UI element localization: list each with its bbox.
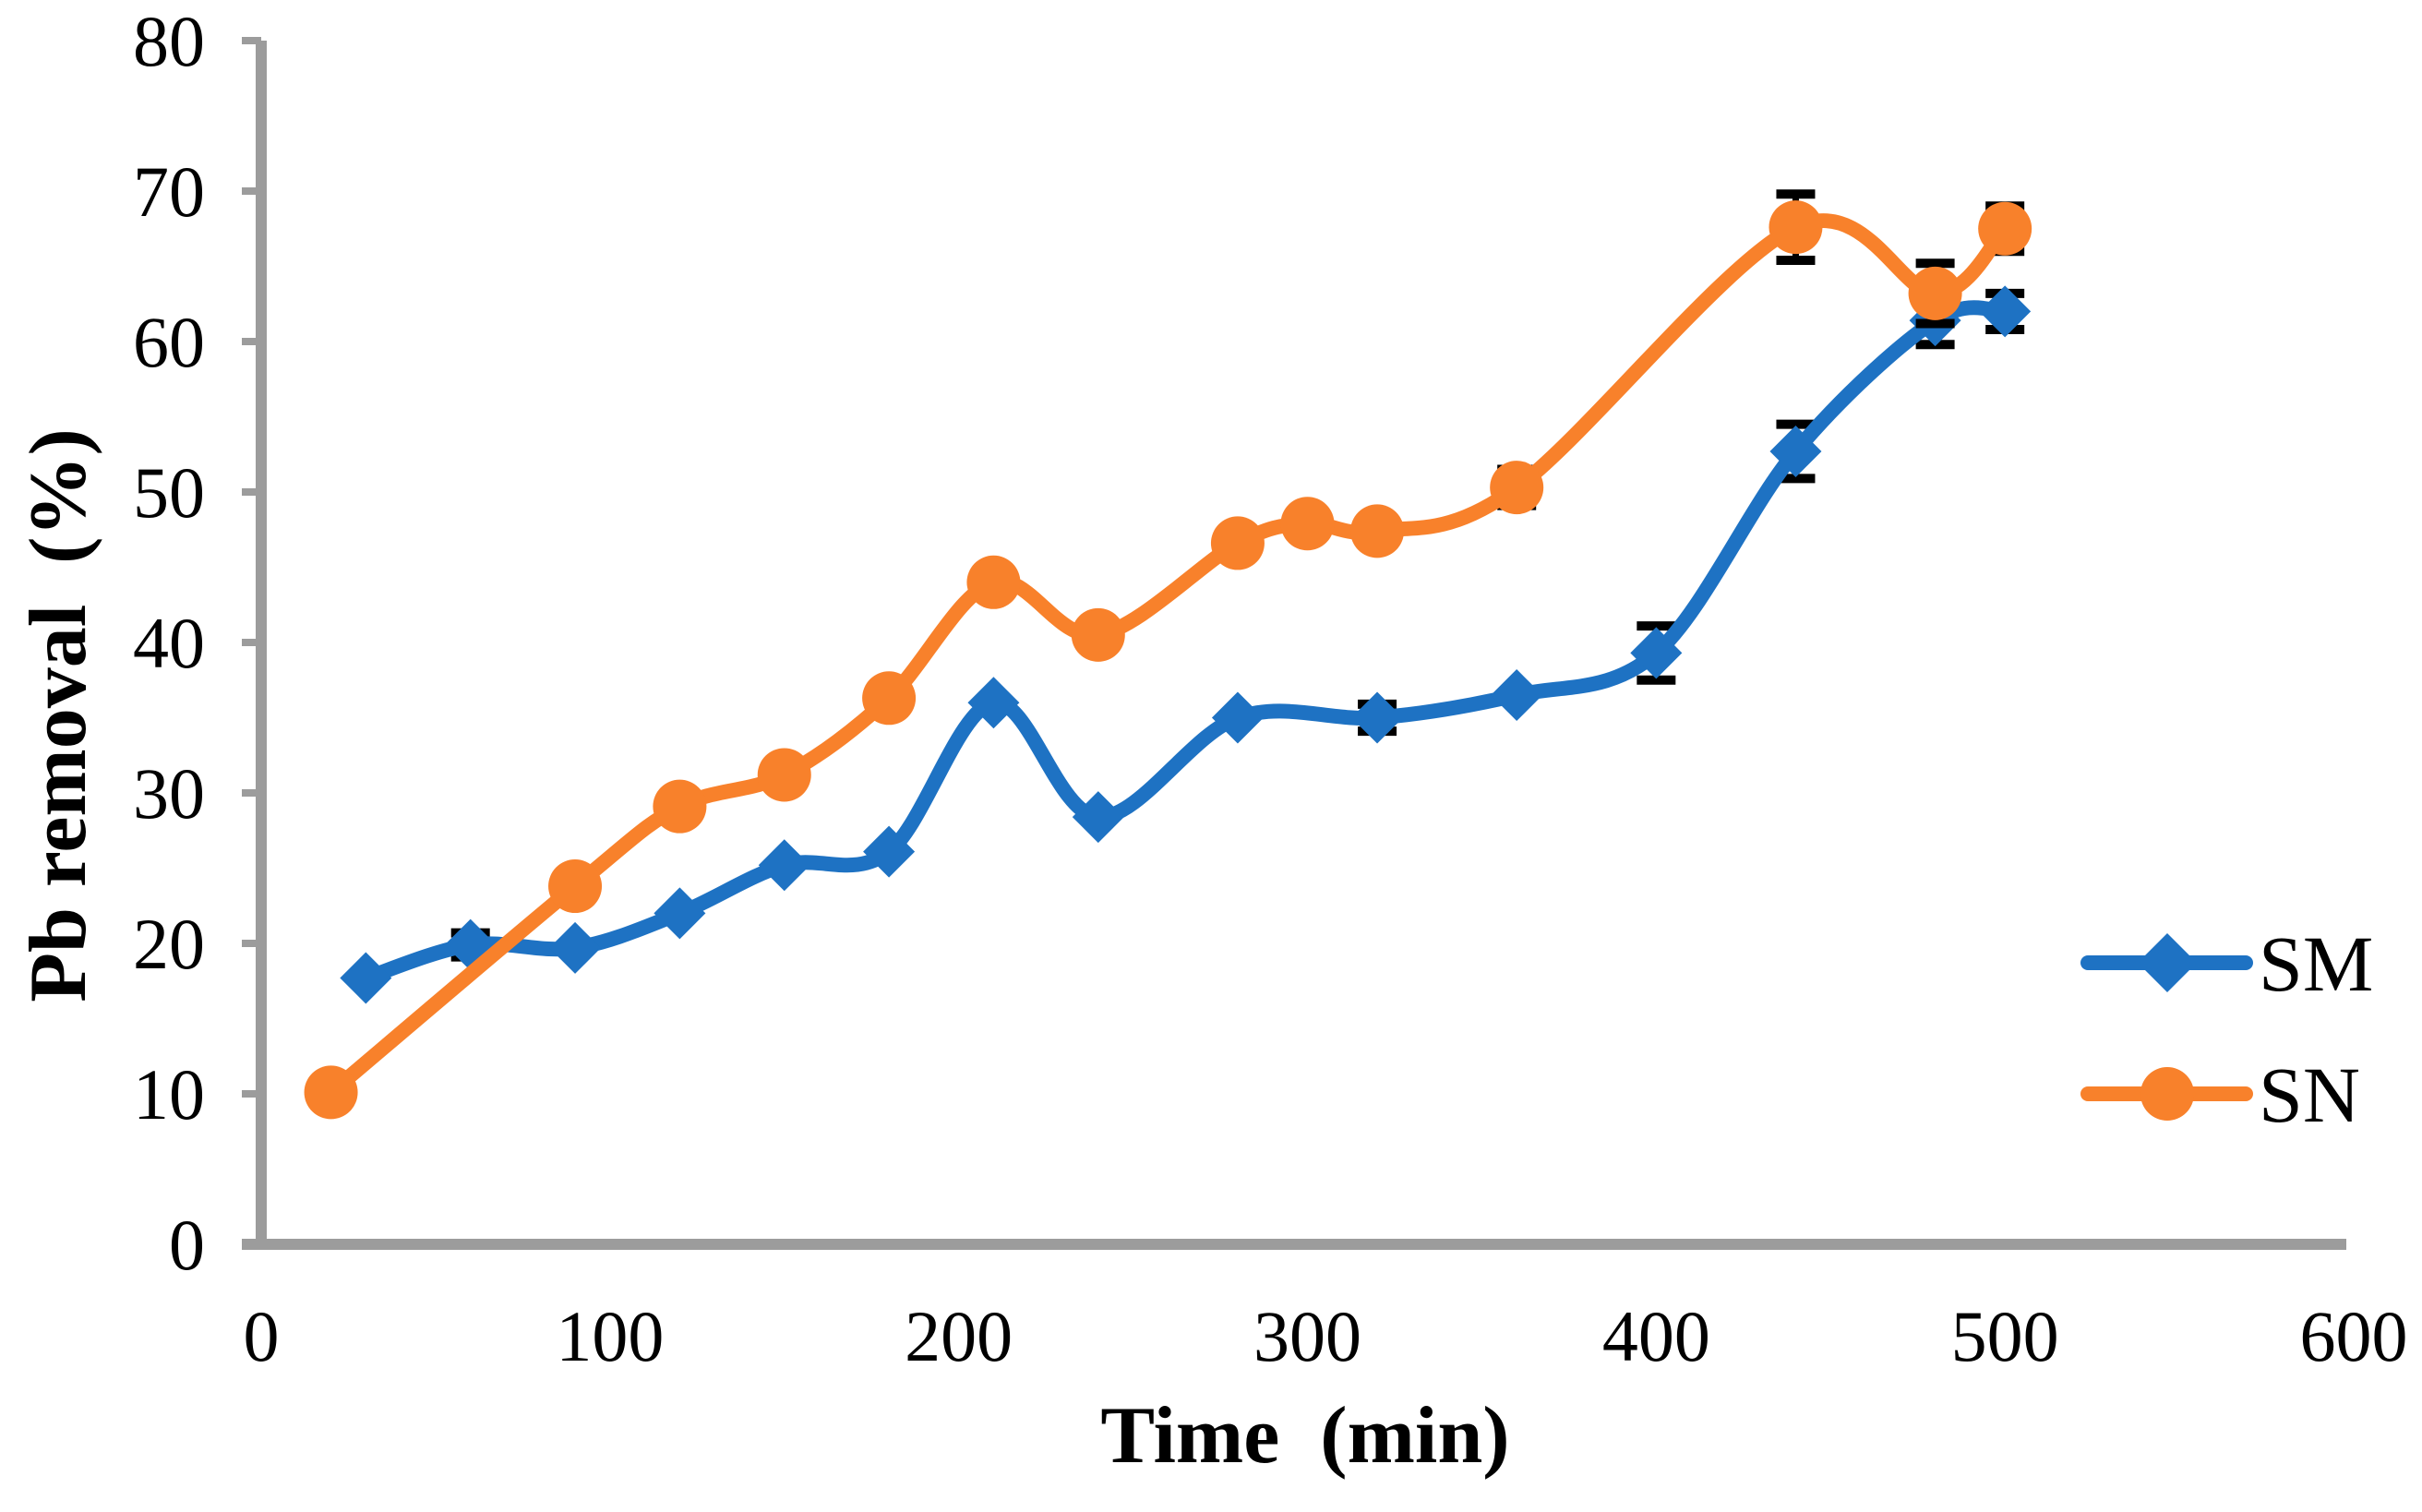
sm-marker-diamond <box>1769 425 1822 477</box>
sn-marker-circle <box>1908 266 1962 320</box>
legend-sm-diamond-icon <box>2138 933 2197 992</box>
sm-marker-diamond <box>1630 627 1683 679</box>
sn-marker-circle <box>966 555 1021 609</box>
sn-marker-circle <box>1490 461 1544 515</box>
sm-marker-diamond <box>863 825 916 878</box>
sm-marker-diamond <box>340 952 392 1004</box>
legend: SM SN <box>2080 919 2373 1139</box>
y-tick-label: 30 <box>133 753 205 834</box>
x-tick-label: 500 <box>1951 1296 2059 1376</box>
legend-entry-sn: SN <box>2080 1050 2360 1139</box>
y-tick-label: 40 <box>133 603 205 683</box>
legend-sn-circle-icon <box>2140 1067 2194 1121</box>
y-tick-label: 10 <box>133 1054 205 1134</box>
sn-marker-circle <box>653 779 707 834</box>
sn-marker-circle <box>757 748 811 802</box>
series-plot-area <box>304 189 2032 1120</box>
y-tick-label: 70 <box>133 151 205 232</box>
sn-marker-circle <box>1978 201 2032 256</box>
x-tick-label: 100 <box>556 1296 664 1376</box>
legend-entry-sm: SM <box>2080 919 2373 1008</box>
y-tick-label: 20 <box>133 904 205 984</box>
sn-marker-circle <box>1769 200 1823 255</box>
y-tick-label: 50 <box>133 452 205 533</box>
sm-marker-diamond <box>967 677 1020 729</box>
sn-marker-circle <box>1071 607 1125 662</box>
x-tick-label: 600 <box>2300 1296 2408 1376</box>
sm-series <box>340 285 2032 1004</box>
sm-marker-diamond <box>1072 791 1124 844</box>
y-tick-label: 60 <box>133 302 205 382</box>
sm-marker-diamond <box>1491 669 1543 722</box>
sm-marker-diamond <box>549 921 602 974</box>
x-tick-label: 400 <box>1602 1296 1710 1376</box>
legend-label-sm: SM <box>2259 919 2373 1008</box>
sm-series-line <box>358 300 2013 986</box>
sm-marker-diamond <box>653 887 706 940</box>
sm-marker-diamond <box>1979 285 2032 338</box>
axes <box>242 37 2346 1250</box>
x-tick-label: 300 <box>1253 1296 1361 1376</box>
sn-marker-circle <box>1210 516 1265 570</box>
y-axis-title: Pb removal (%) <box>14 428 103 1002</box>
y-tick-label: 80 <box>133 1 205 81</box>
y-tick-label: 0 <box>169 1205 205 1285</box>
sn-marker-circle <box>304 1065 358 1120</box>
x-tick-label: 0 <box>244 1296 280 1376</box>
sn-marker-circle <box>548 859 603 914</box>
sm-marker-diamond <box>1211 691 1264 744</box>
tick-labels: 0 10 20 30 40 50 60 70 80 0 100 200 300 400 500 600 <box>133 1 2408 1376</box>
x-axis-title: Time (min) <box>1100 1391 1509 1481</box>
sn-series <box>304 189 2032 1120</box>
sm-marker-diamond <box>1351 691 1404 744</box>
legend-label-sn: SN <box>2259 1050 2360 1139</box>
x-tick-label: 200 <box>905 1296 1013 1376</box>
sn-marker-circle <box>862 671 917 726</box>
sm-marker-diamond <box>758 839 810 892</box>
sn-marker-circle <box>1280 497 1335 551</box>
sn-marker-circle <box>1350 504 1405 558</box>
